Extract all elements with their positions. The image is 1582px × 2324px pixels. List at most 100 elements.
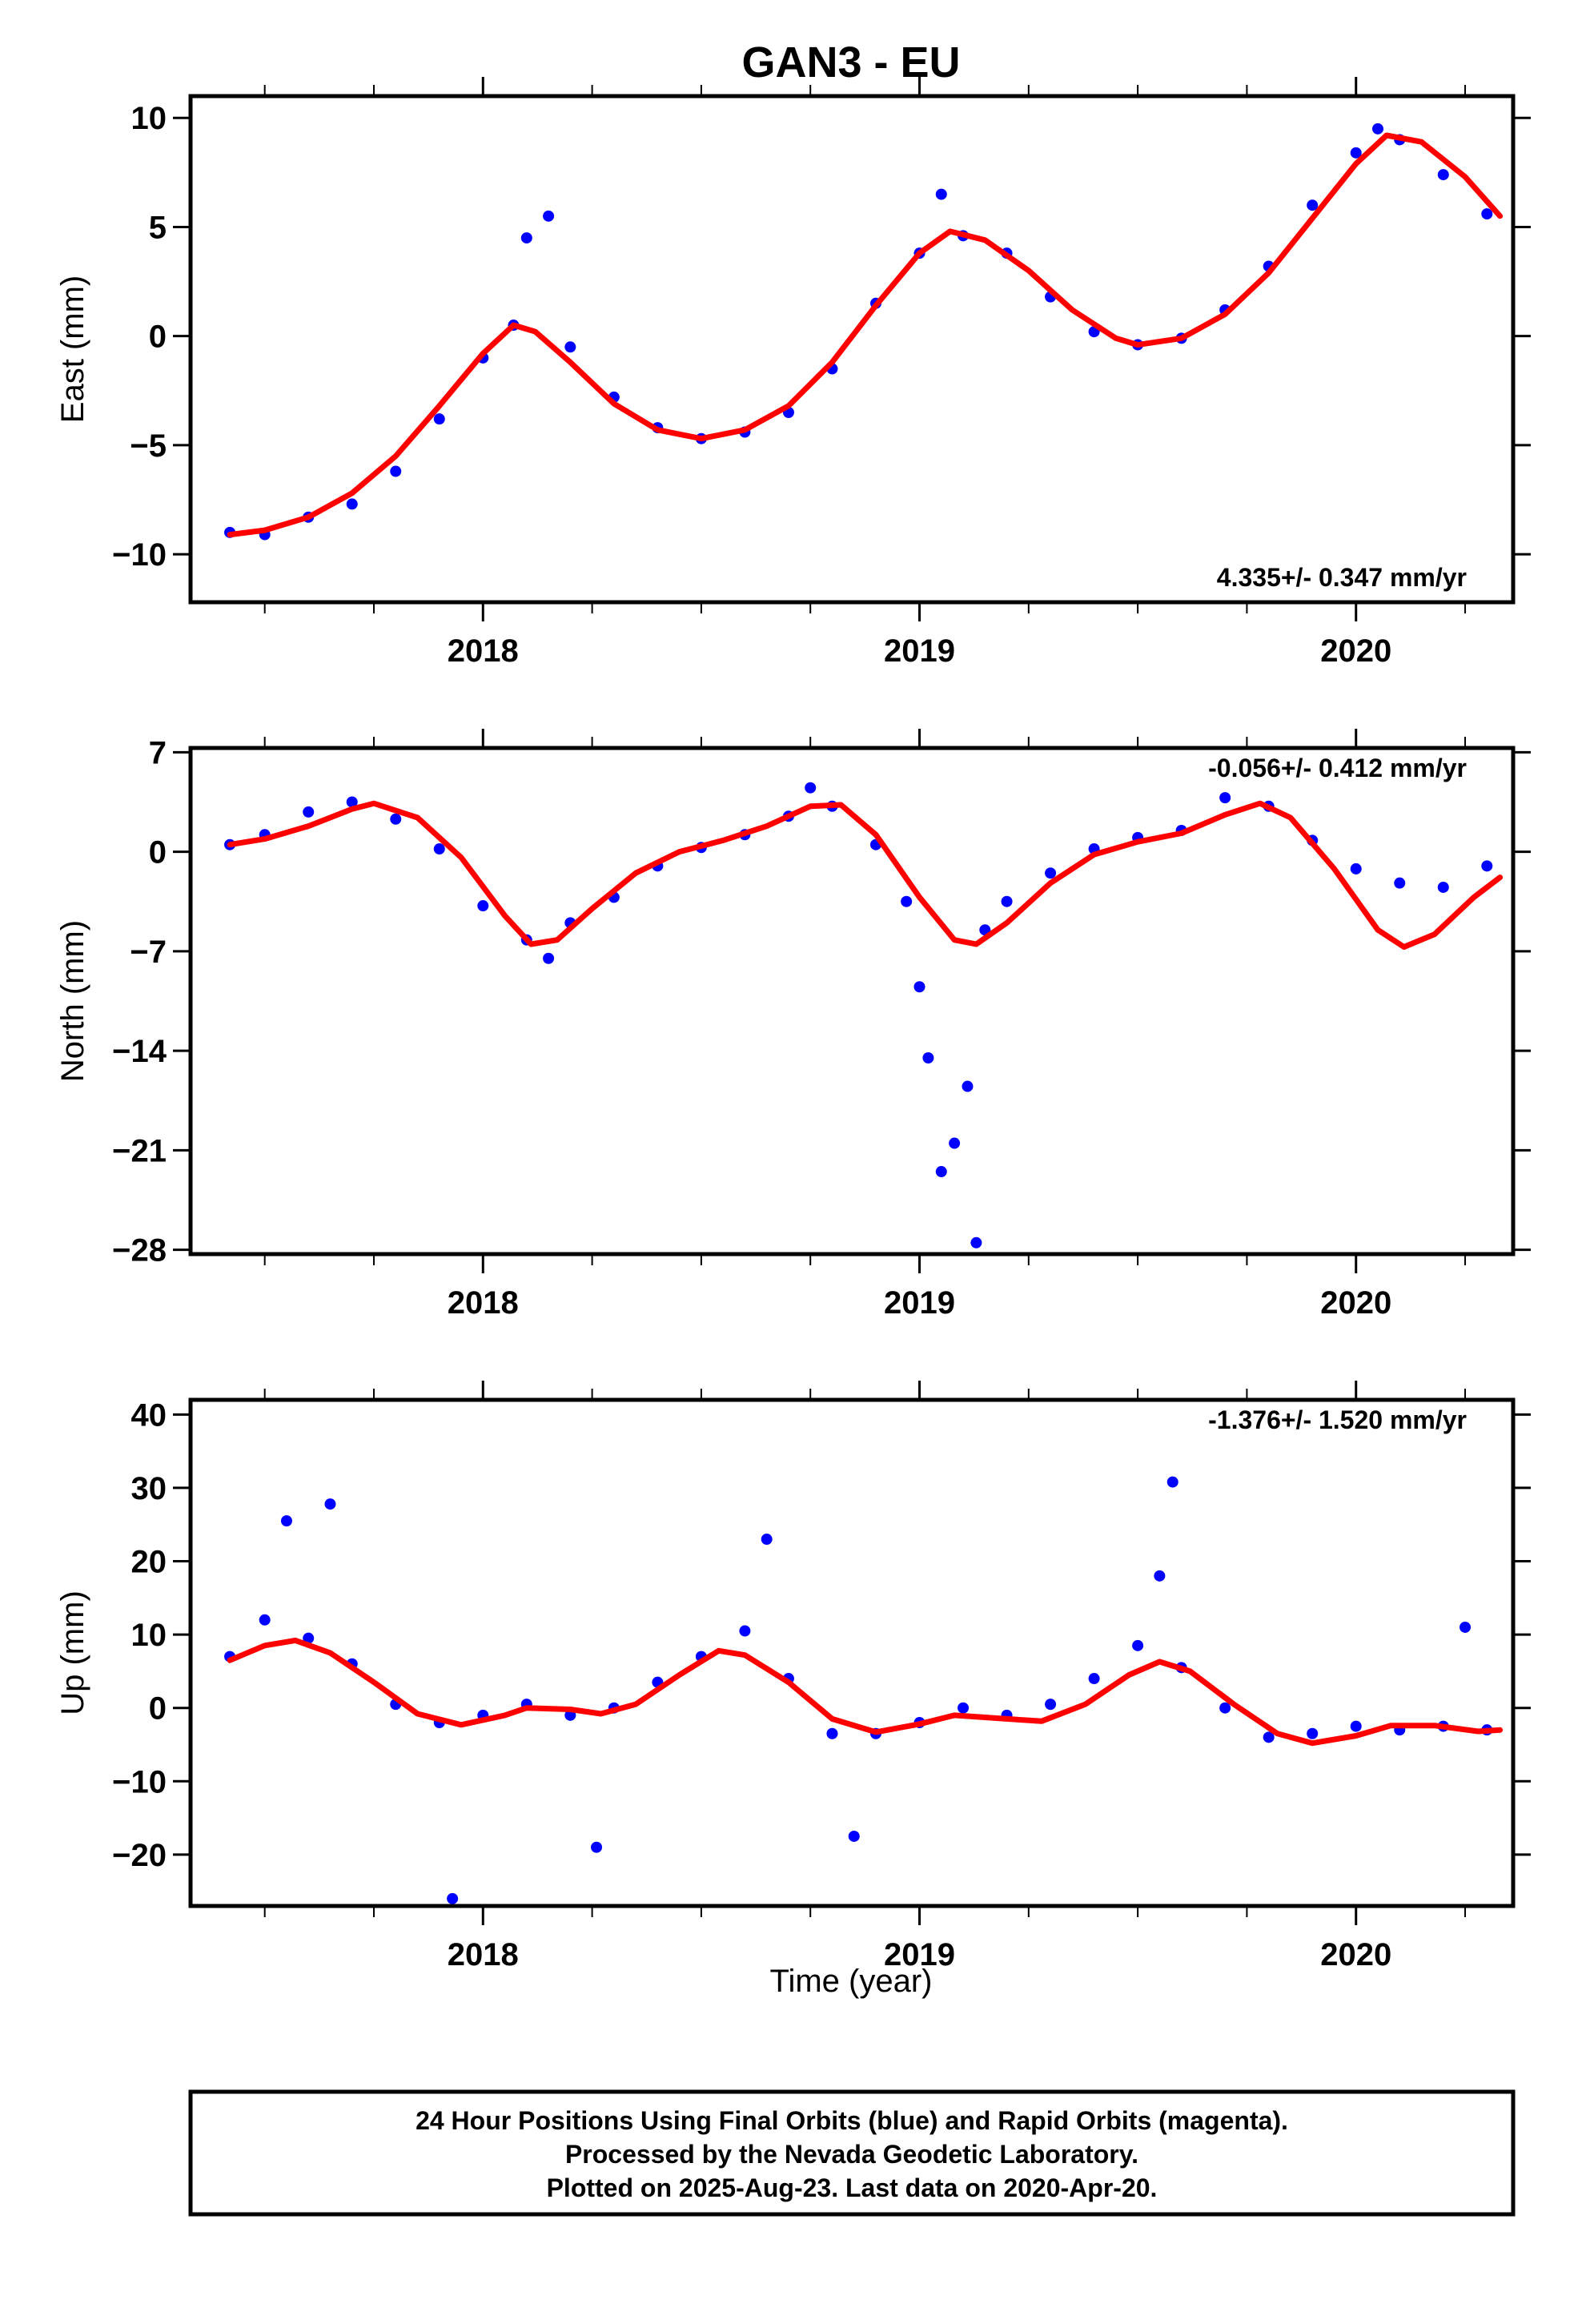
data-point: [1481, 860, 1493, 872]
data-area: [224, 782, 1504, 1248]
data-point: [805, 782, 817, 794]
data-point: [433, 413, 445, 425]
x-axis-label: Time (year): [770, 1964, 933, 1999]
x-tick-label: 2020: [1320, 1285, 1391, 1321]
y-tick-label: −7: [130, 935, 167, 970]
data-point: [1132, 1639, 1144, 1651]
data-point: [1350, 1720, 1362, 1732]
x-tick-label: 2020: [1320, 633, 1391, 669]
plot-frame: [188, 94, 1516, 605]
data-point: [543, 952, 555, 964]
data-point: [324, 1498, 336, 1510]
data-point: [591, 1841, 603, 1853]
data-point: [1394, 877, 1406, 889]
data-point: [1307, 1727, 1319, 1739]
data-point: [739, 1625, 751, 1637]
data-point: [1219, 792, 1231, 804]
data-point: [564, 341, 576, 353]
x-tick-label: 2019: [884, 633, 955, 669]
east-panel: 2018 2019 2020 10 5 0 −5 −10 East (mm) 4.335+/- 0…: [55, 77, 1531, 669]
x-tick-label: 2018: [448, 1285, 519, 1321]
x-tick-label: 2018: [448, 1937, 519, 1972]
x-tick-label: 2019: [884, 1937, 955, 1972]
y-tick-label: 0: [149, 835, 167, 870]
model-fit-line: [227, 1637, 1504, 1747]
data-point: [390, 465, 402, 477]
y-axis-label: North (mm): [55, 920, 90, 1082]
data-point: [970, 1236, 982, 1248]
data-point: [1350, 862, 1362, 875]
data-point: [390, 813, 402, 825]
data-point: [1460, 1621, 1472, 1633]
data-point: [1437, 881, 1449, 893]
data-point: [433, 843, 445, 855]
y-axis-label: Up (mm): [55, 1590, 90, 1715]
data-point: [1045, 867, 1057, 879]
y-tick-label: −10: [112, 537, 167, 573]
y-tick-label: 10: [131, 101, 167, 136]
data-point: [1437, 169, 1449, 181]
north-panel: 2018 2019 2020 7 0 −7 −14 −21 −28 North (mm) -0.05…: [55, 729, 1531, 1321]
y-tick-label: −28: [112, 1233, 167, 1269]
data-area: [224, 123, 1504, 541]
data-point: [259, 1614, 271, 1626]
plot-frame: [188, 1397, 1516, 1908]
data-point: [346, 796, 358, 808]
up-panel: 2018 2019 2020 40 30 20 10 0 −10 −20 Up (mm) -1.376…: [55, 1381, 1531, 1972]
data-point: [913, 981, 926, 993]
y-tick-label: 40: [131, 1397, 167, 1433]
data-area: [224, 1476, 1504, 1904]
velocity-rate-label: -0.056+/- 0.412 mm/yr: [1208, 754, 1467, 782]
data-point: [447, 1892, 459, 1904]
data-point: [1166, 1476, 1178, 1488]
data-point: [826, 1727, 838, 1739]
data-point: [346, 498, 358, 510]
data-point: [1481, 208, 1493, 220]
footer-line-1: 24 Hour Positions Using Final Orbits (bl…: [416, 2106, 1288, 2135]
x-tick-label: 2020: [1320, 1937, 1391, 1972]
data-point: [520, 232, 532, 244]
y-tick-label: −10: [112, 1764, 167, 1799]
data-point: [543, 210, 555, 222]
y-axis-label: East (mm): [55, 275, 90, 423]
data-point: [303, 806, 315, 818]
data-point: [1045, 1699, 1057, 1711]
data-point: [848, 1830, 860, 1842]
data-point: [1263, 1731, 1275, 1743]
y-tick-label: 0: [149, 320, 167, 355]
data-point: [1219, 1702, 1231, 1714]
chart-title: GAN3 - EU: [741, 38, 960, 86]
data-point: [949, 1137, 961, 1149]
plot-frame: [188, 746, 1516, 1256]
data-point: [1307, 199, 1319, 211]
data-point: [1371, 123, 1383, 135]
y-tick-label: 5: [149, 210, 167, 245]
data-point: [935, 1166, 947, 1178]
footer-line-2: Processed by the Nevada Geodetic Laborat…: [565, 2140, 1138, 2169]
x-tick-label: 2018: [448, 633, 519, 669]
y-tick-label: 30: [131, 1471, 167, 1506]
y-tick-label: 10: [131, 1618, 167, 1653]
velocity-rate-label: 4.335+/- 0.347 mm/yr: [1217, 563, 1467, 592]
model-fit-line: [227, 800, 1504, 950]
data-point: [962, 1080, 974, 1092]
y-tick-label: 7: [149, 735, 167, 770]
footer-line-3: Plotted on 2025-Aug-23. Last data on 202…: [547, 2173, 1158, 2202]
data-point: [958, 1702, 970, 1714]
y-tick-label: −21: [112, 1133, 167, 1168]
x-tick-label: 2019: [884, 1285, 955, 1321]
footer-box: 24 Hour Positions Using Final Orbits (bl…: [188, 2089, 1516, 2217]
data-point: [1088, 1673, 1100, 1685]
data-point: [761, 1534, 773, 1546]
data-point: [477, 900, 489, 912]
y-tick-label: −5: [130, 428, 167, 464]
y-tick-label: 20: [131, 1545, 167, 1580]
data-point: [1154, 1570, 1166, 1582]
data-point: [280, 1515, 292, 1527]
data-point: [922, 1052, 934, 1064]
y-tick-label: 0: [149, 1691, 167, 1727]
data-point: [303, 1632, 315, 1644]
data-point: [935, 188, 947, 200]
data-point: [1001, 895, 1013, 907]
